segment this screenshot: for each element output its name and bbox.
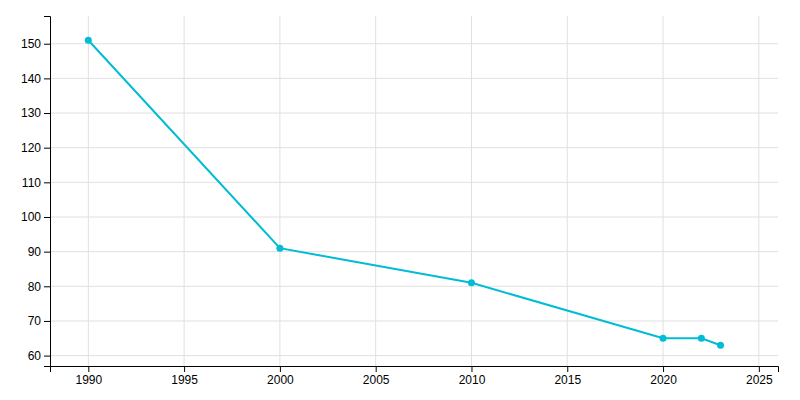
point (698, 335, 705, 342)
tick-label: 100 (21, 210, 41, 224)
grid-line-y (50, 78, 778, 79)
tick: 140 (21, 72, 50, 86)
chart-container: 1990 1995 2000 2005 2010 2015 2020 2025 60 70 80 90… (0, 0, 800, 400)
grid-line-x (88, 16, 89, 366)
tick: 100 (21, 210, 50, 224)
tick-mark (759, 366, 760, 372)
tick: 80 (28, 280, 50, 294)
tick: 2025 (746, 366, 773, 387)
grid-line-x (184, 16, 185, 366)
point (660, 335, 667, 342)
tick: 130 (21, 106, 50, 120)
x-axis: 1990 1995 2000 2005 2010 2015 2020 2025 (51, 366, 779, 387)
grid-line-y (50, 147, 778, 148)
grid-line-x (375, 16, 376, 366)
tick-mark (44, 78, 50, 79)
tick-mark (44, 44, 50, 45)
tick-label: 2005 (363, 373, 390, 387)
tick: 2005 (363, 366, 390, 387)
grid-line-x (471, 16, 472, 366)
tick: 120 (21, 141, 50, 155)
tick-label: 70 (28, 314, 42, 328)
tick-label: 130 (21, 106, 41, 120)
axis-line (51, 367, 779, 373)
point (276, 245, 283, 252)
tick-label: 90 (28, 245, 42, 259)
tick-label: 2025 (746, 373, 773, 387)
grid-line-y (50, 182, 778, 183)
tick: 90 (28, 245, 50, 259)
grid-line-y (50, 43, 778, 44)
tick-mark (44, 148, 50, 149)
grid-line-y (50, 113, 778, 114)
grid-line-y (50, 286, 778, 287)
tick-mark (44, 321, 50, 322)
tick-label: 110 (22, 176, 41, 190)
tick-mark (44, 113, 50, 114)
tick-mark (44, 217, 50, 218)
tick-label: 60 (28, 349, 42, 363)
tick-label: 1995 (171, 373, 198, 387)
tick-label: 2020 (650, 373, 677, 387)
tick-mark (376, 366, 377, 372)
tick-mark (280, 366, 281, 372)
tick-mark (184, 366, 185, 372)
tick: 70 (28, 314, 50, 328)
tick-mark (44, 356, 50, 357)
grid-line-x (663, 16, 664, 366)
grid-line-y (50, 251, 778, 252)
y-axis: 60 70 80 90 100 110 120 130 140 150 (21, 17, 51, 367)
tick-mark (88, 366, 89, 372)
tick: 1995 (171, 366, 198, 387)
tick-label: 2000 (267, 373, 294, 387)
tick-mark (663, 366, 664, 372)
point (717, 342, 724, 349)
tick-label: 2010 (459, 373, 486, 387)
tick-label: 80 (28, 280, 42, 294)
tick: 1990 (75, 366, 102, 387)
data-marks (85, 37, 724, 349)
axis-line (44, 17, 51, 367)
tick-mark (44, 286, 50, 287)
tick-mark (44, 252, 50, 253)
point (468, 279, 475, 286)
tick: 110 (22, 176, 50, 190)
tick: 150 (21, 37, 50, 51)
grid (50, 16, 778, 366)
grid-line-y (50, 355, 778, 356)
tick-label: 140 (21, 72, 41, 86)
chart-svg: 1990 1995 2000 2005 2010 2015 2020 2025 60 70 80 90… (0, 0, 800, 400)
tick: 2010 (459, 366, 486, 387)
grid-line-x (279, 16, 280, 366)
tick-label: 120 (21, 141, 41, 155)
grid-line-y (50, 216, 778, 217)
tick-mark (567, 366, 568, 372)
line (88, 40, 720, 345)
tick: 2020 (650, 366, 677, 387)
tick: 60 (28, 349, 50, 363)
tick-label: 2015 (554, 373, 581, 387)
point (85, 37, 92, 44)
tick-label: 150 (21, 37, 41, 51)
tick-mark (471, 366, 472, 372)
grid-line-y (50, 320, 778, 321)
tick: 2000 (267, 366, 294, 387)
grid-line-x (758, 16, 759, 366)
tick: 2015 (554, 366, 581, 387)
tick-label: 1990 (75, 373, 102, 387)
tick-mark (44, 182, 50, 183)
grid-line-x (567, 16, 568, 366)
plot-area: 1990 1995 2000 2005 2010 2015 2020 2025 60 70 80 90… (21, 16, 779, 387)
